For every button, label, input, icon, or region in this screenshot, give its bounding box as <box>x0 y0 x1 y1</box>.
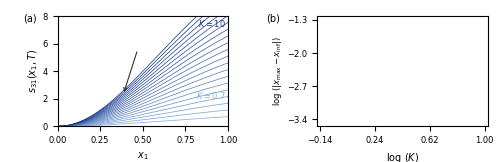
Text: $K = 10$: $K = 10$ <box>198 18 226 29</box>
X-axis label: $x_1$: $x_1$ <box>137 151 148 162</box>
Y-axis label: $\log\,(|x_{\mathrm{max}} - x_{\mathrm{inf}}|)$: $\log\,(|x_{\mathrm{max}} - x_{\mathrm{i… <box>271 36 284 106</box>
Text: $K = 0.7$: $K = 0.7$ <box>196 90 226 101</box>
X-axis label: $\log\,(K)$: $\log\,(K)$ <box>386 151 419 162</box>
Text: (b): (b) <box>266 14 280 24</box>
Text: (a): (a) <box>24 14 37 24</box>
Y-axis label: $s_{31}(x_1, T)$: $s_{31}(x_1, T)$ <box>26 49 40 93</box>
